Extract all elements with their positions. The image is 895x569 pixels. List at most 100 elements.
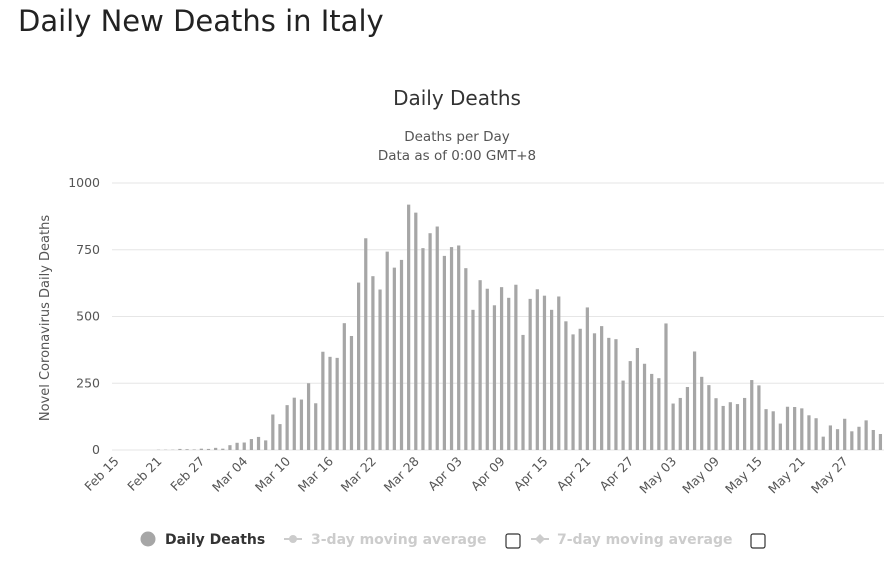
bar[interactable] — [607, 337, 611, 450]
bar[interactable] — [671, 403, 675, 450]
bar[interactable] — [328, 356, 332, 450]
bar[interactable] — [600, 326, 604, 450]
bar[interactable] — [492, 305, 497, 450]
bar[interactable] — [457, 245, 461, 450]
bar[interactable] — [628, 361, 632, 450]
bar[interactable] — [700, 376, 704, 450]
bar[interactable] — [278, 424, 282, 450]
bar[interactable] — [235, 442, 239, 450]
bar[interactable] — [557, 296, 561, 450]
bar[interactable] — [835, 429, 840, 450]
bar[interactable] — [342, 323, 346, 450]
bar[interactable] — [828, 425, 832, 450]
bar[interactable] — [678, 397, 682, 450]
bar[interactable] — [757, 385, 761, 450]
bar[interactable] — [793, 407, 797, 450]
bar[interactable] — [407, 204, 411, 450]
legend-item-1[interactable]: 3-day moving average — [284, 532, 521, 549]
bar[interactable] — [256, 436, 261, 450]
bar[interactable] — [621, 380, 625, 450]
bar[interactable] — [178, 448, 182, 450]
bar[interactable] — [807, 415, 811, 450]
bar[interactable] — [771, 411, 775, 450]
bar[interactable] — [292, 397, 296, 450]
bar[interactable] — [242, 442, 246, 450]
bar[interactable] — [857, 426, 861, 450]
bar[interactable] — [385, 251, 389, 450]
bar[interactable] — [414, 212, 418, 450]
bar[interactable] — [221, 448, 225, 450]
bar[interactable] — [228, 445, 232, 450]
bar[interactable] — [778, 423, 782, 450]
bar[interactable] — [785, 406, 790, 450]
bar[interactable] — [800, 408, 804, 450]
bar[interactable] — [850, 431, 854, 450]
bar[interactable] — [249, 439, 253, 450]
bar[interactable] — [271, 414, 275, 450]
bar[interactable] — [614, 339, 618, 450]
bar[interactable] — [428, 233, 432, 450]
bar[interactable] — [878, 433, 883, 450]
bar[interactable] — [314, 403, 318, 450]
bar[interactable] — [728, 402, 732, 450]
bar[interactable] — [764, 409, 768, 450]
bar[interactable] — [635, 348, 639, 450]
bar[interactable] — [192, 449, 196, 450]
bar[interactable] — [642, 363, 647, 450]
bar[interactable] — [364, 238, 368, 450]
bar[interactable] — [185, 449, 189, 450]
bar[interactable] — [399, 259, 404, 450]
bar[interactable] — [692, 351, 697, 450]
bar[interactable] — [843, 418, 847, 450]
bar[interactable] — [442, 255, 446, 450]
bar[interactable] — [449, 247, 454, 450]
bar[interactable] — [357, 282, 361, 450]
bar[interactable] — [321, 351, 325, 450]
bar[interactable] — [707, 385, 711, 450]
bar[interactable] — [592, 333, 597, 450]
legend-checkbox[interactable] — [505, 533, 521, 549]
bar[interactable] — [821, 436, 825, 450]
bar[interactable] — [535, 289, 539, 450]
bar[interactable] — [721, 405, 725, 450]
legend-item-2[interactable]: 7-day moving average — [531, 532, 766, 549]
bar[interactable] — [542, 295, 547, 450]
bar[interactable] — [464, 268, 468, 450]
bar[interactable] — [571, 334, 575, 450]
bar[interactable] — [871, 429, 875, 450]
bar[interactable] — [306, 383, 311, 450]
bar[interactable] — [335, 357, 339, 450]
bar[interactable] — [864, 420, 868, 450]
bar[interactable] — [206, 448, 211, 450]
bar[interactable] — [199, 448, 203, 450]
legend-item-0[interactable]: Daily Deaths — [140, 531, 266, 549]
bar[interactable] — [664, 323, 668, 450]
bar[interactable] — [421, 248, 425, 450]
bar[interactable] — [521, 334, 525, 450]
bar[interactable] — [528, 298, 532, 450]
bar[interactable] — [349, 335, 354, 450]
bar[interactable] — [735, 404, 740, 450]
bar[interactable] — [285, 405, 289, 450]
bar[interactable] — [585, 307, 589, 450]
bar[interactable] — [578, 328, 582, 450]
bar[interactable] — [299, 399, 304, 450]
bar[interactable] — [435, 226, 439, 450]
bar[interactable] — [650, 373, 654, 450]
bar[interactable] — [507, 297, 511, 450]
bar[interactable] — [714, 398, 718, 450]
bar[interactable] — [485, 288, 489, 450]
bar[interactable] — [471, 309, 475, 450]
bar[interactable] — [214, 447, 218, 450]
bar[interactable] — [478, 280, 482, 450]
bar[interactable] — [743, 397, 747, 450]
bar[interactable] — [685, 386, 690, 450]
bar[interactable] — [657, 378, 661, 450]
bar[interactable] — [392, 267, 396, 450]
legend-checkbox[interactable] — [750, 533, 766, 549]
bar[interactable] — [499, 287, 504, 450]
bar[interactable] — [514, 284, 518, 450]
bar[interactable] — [750, 380, 754, 450]
bar[interactable] — [814, 418, 818, 450]
bar[interactable] — [378, 289, 382, 450]
